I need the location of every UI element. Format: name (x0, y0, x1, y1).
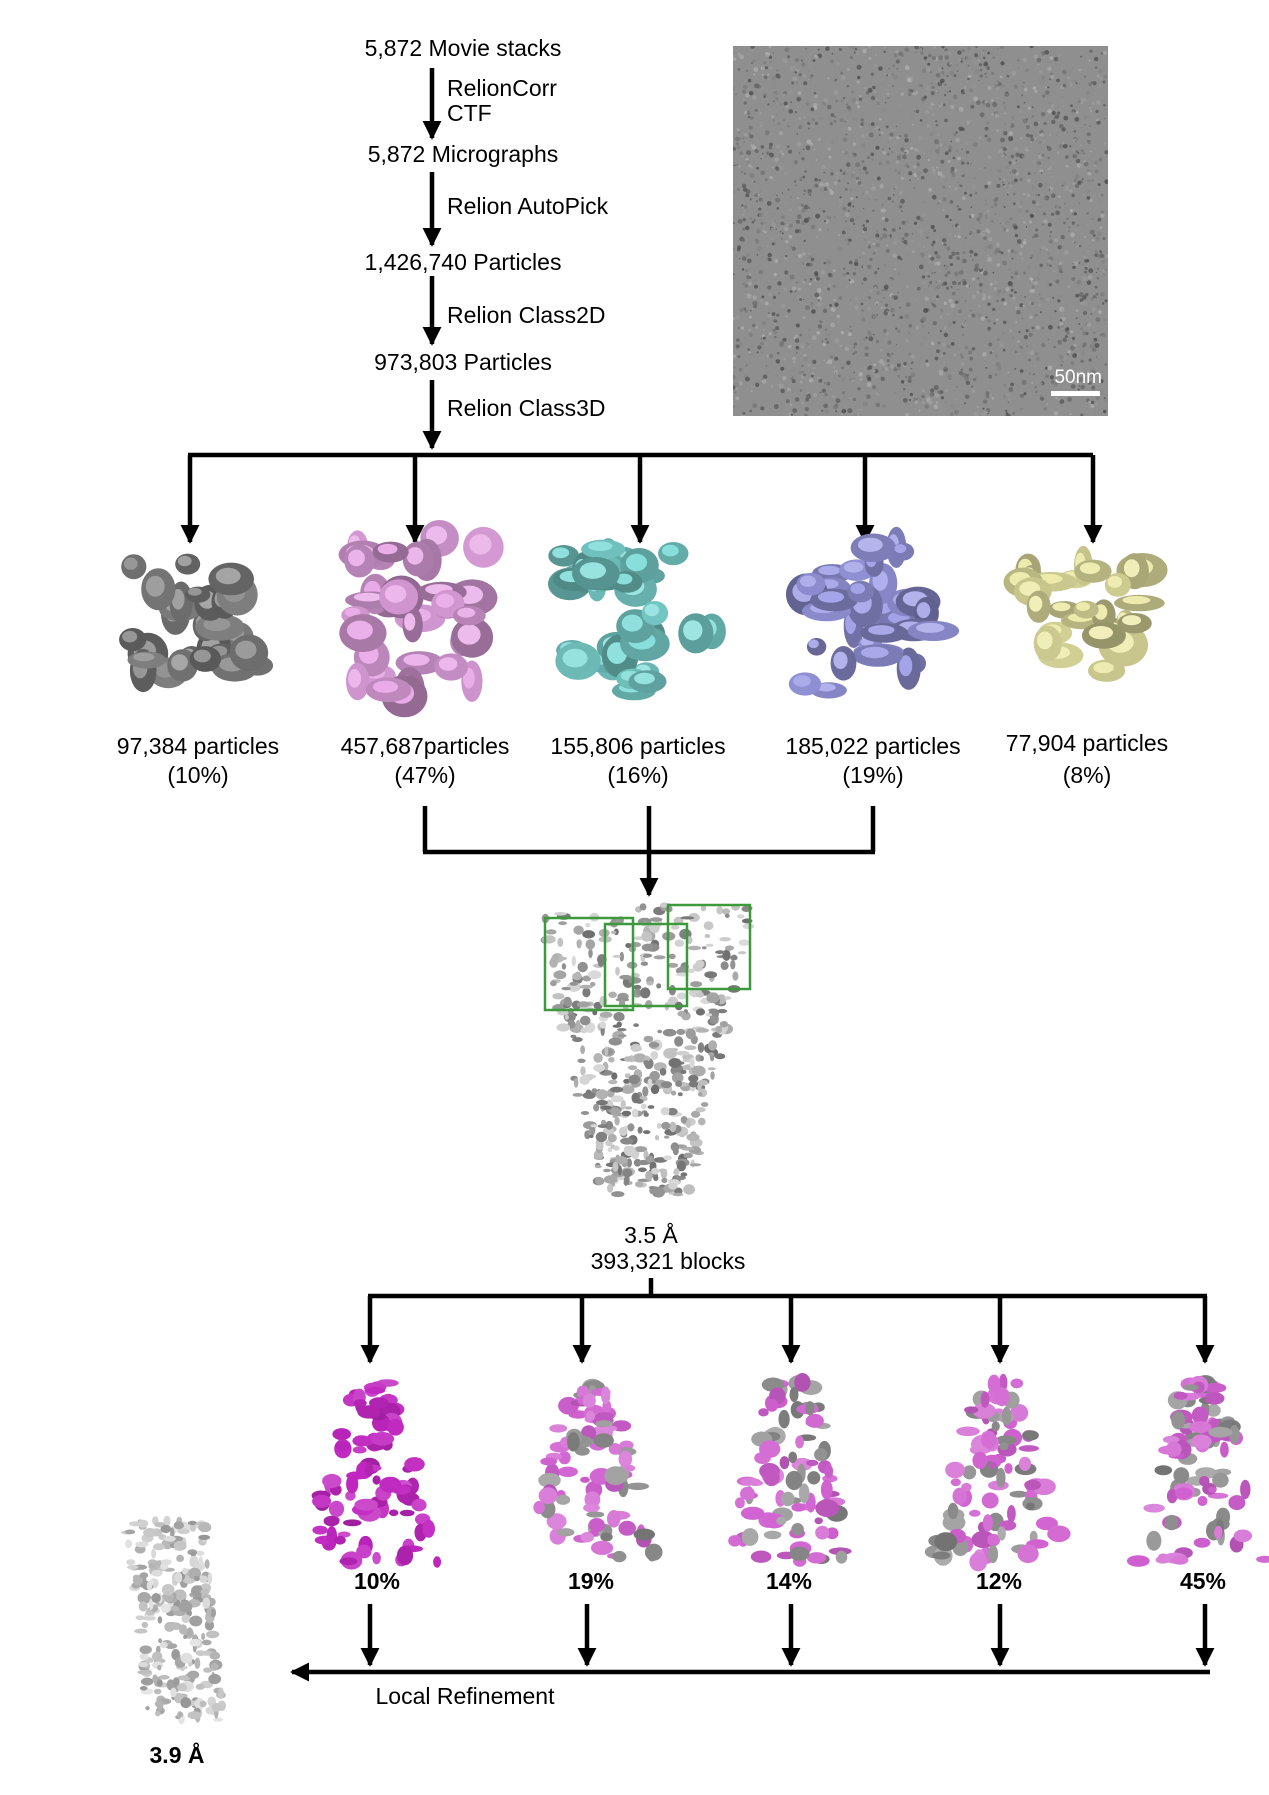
block-class-percent-5: 45% (1179, 1568, 1227, 1594)
block-class-map-2 (533, 1378, 663, 1563)
step-movie-stacks: 5,872 Movie stacks (364, 35, 562, 61)
class3d-count-1: 97,384 particles (116, 733, 280, 759)
process-ctf: CTF (447, 100, 492, 126)
block-class-percent-4: 12% (975, 1568, 1023, 1594)
step-particles-2: 973,803 Particles (374, 349, 552, 375)
class3d-map-2 (338, 520, 504, 718)
class3d-count-3: 155,806 particles (550, 733, 726, 759)
local-refinement-label: Local Refinement (375, 1683, 555, 1709)
block-class-map-1 (311, 1379, 442, 1570)
micrograph-texture (733, 46, 1108, 416)
step-micrographs: 5,872 Micrographs (367, 141, 559, 167)
block-class-percent-3: 14% (765, 1568, 813, 1594)
process-class3d: Relion Class3D (447, 395, 606, 421)
process-relioncorr: RelionCorr (447, 75, 557, 101)
class3d-percent-4: (19%) (842, 762, 904, 788)
focus-box-2 (603, 922, 689, 1008)
block-class-map-3 (728, 1373, 852, 1567)
class3d-map-4 (785, 526, 960, 699)
scale-bar (1051, 391, 1100, 396)
class3d-percent-2: (47%) (394, 762, 456, 788)
focus-box-1 (543, 916, 635, 1012)
block-class-map-5 (1126, 1375, 1269, 1567)
class3d-percent-1: (10%) (167, 762, 229, 788)
class3d-count-4: 185,022 particles (785, 733, 961, 759)
class3d-percent-3: (16%) (607, 762, 669, 788)
focus-box-3 (666, 903, 752, 991)
consensus-resolution: 3.5 Å (624, 1222, 678, 1248)
block-class-map-4 (924, 1373, 1071, 1572)
scale-bar-label: 50nm (1054, 367, 1102, 388)
class3d-map-1 (119, 553, 274, 693)
process-autopick: Relion AutoPick (447, 193, 609, 219)
class3d-percent-5: (8%) (1062, 762, 1112, 788)
class3d-count-2: 457,687particles (340, 733, 510, 759)
step-particles-1: 1,426,740 Particles (364, 249, 562, 275)
consensus-map (540, 902, 755, 1198)
block-class-percent-1: 10% (353, 1568, 401, 1594)
class3d-map-5 (1003, 545, 1168, 682)
process-class2d: Relion Class2D (447, 302, 606, 328)
final-resolution: 3.9 Å (149, 1742, 205, 1768)
consensus-blocks: 393,321 blocks (590, 1248, 746, 1274)
refined-map (121, 1515, 226, 1725)
micrograph-image: 50nm (733, 46, 1108, 416)
class3d-map-3 (548, 538, 726, 701)
block-class-percent-2: 19% (567, 1568, 615, 1594)
class3d-count-5: 77,904 particles (1005, 730, 1169, 756)
